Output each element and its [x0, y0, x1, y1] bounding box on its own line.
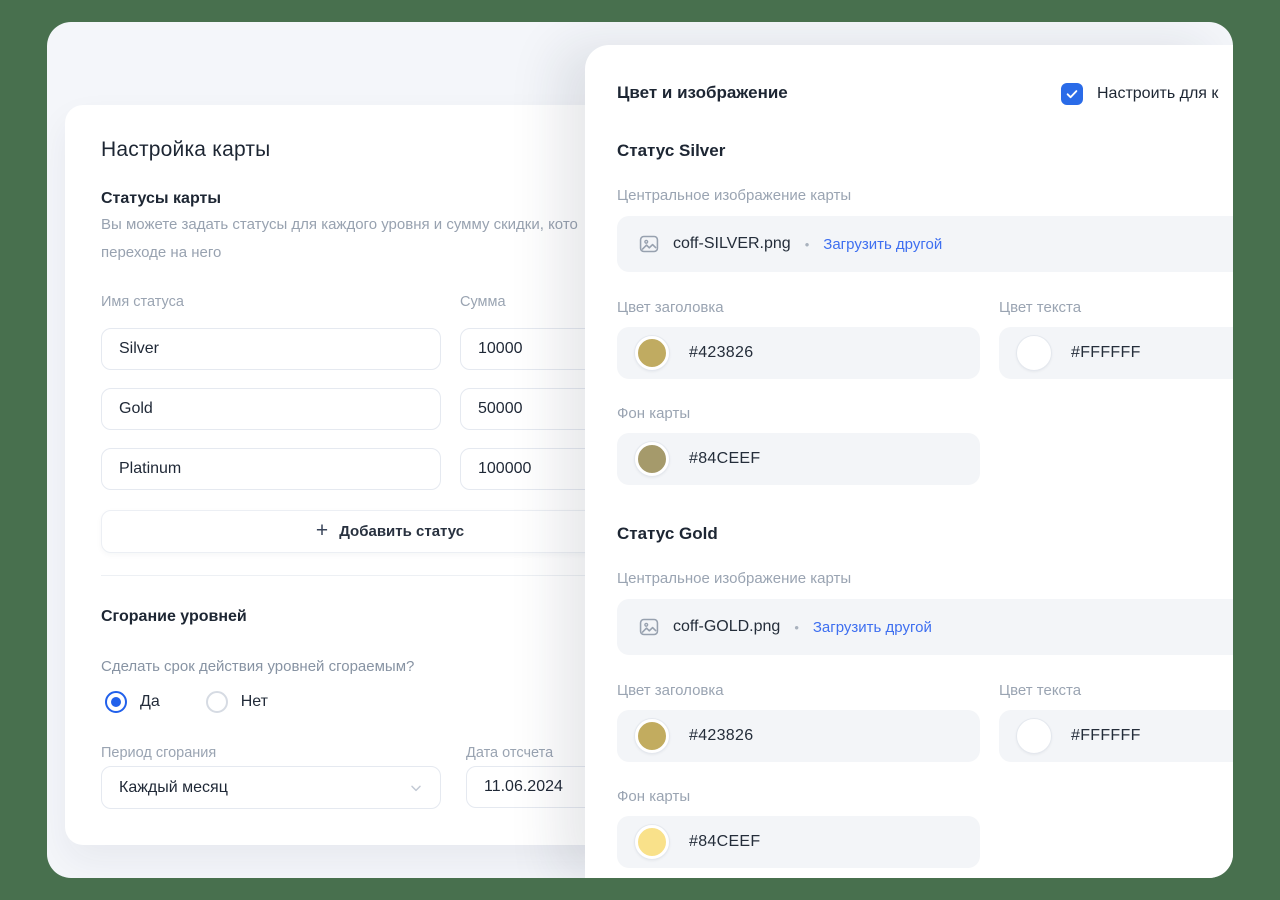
- date-label: Дата отсчета: [466, 745, 554, 761]
- section-heading-level-burning: Сгорание уровней: [101, 608, 247, 625]
- column-label-status-name: Имя статуса: [101, 294, 184, 310]
- card-bg-color-label: Фон карты: [617, 405, 691, 422]
- burn-period-select[interactable]: Каждый месяц: [101, 766, 441, 809]
- app-window: Настройка карты Статусы карты Вы можете …: [47, 22, 1233, 878]
- color-hex-value: #423826: [689, 727, 754, 744]
- burning-radio-group: Да Нет: [105, 691, 268, 713]
- section-heading-card-statuses: Статусы карты: [101, 190, 221, 207]
- customize-checkbox-label: Настроить для к: [1097, 85, 1219, 102]
- customize-checkbox[interactable]: [1061, 83, 1083, 105]
- header-color-picker[interactable]: #423826: [617, 327, 980, 379]
- header-color-label: Цвет заголовка: [617, 299, 724, 316]
- burning-question: Сделать срок действия уровней сгораемым?: [101, 658, 415, 675]
- description-line-2: переходе на него: [101, 244, 222, 261]
- description-line-1: Вы можете задать статусы для каждого уро…: [101, 216, 578, 233]
- status-name-input-gold[interactable]: [101, 388, 441, 430]
- upload-another-link[interactable]: Загрузить другой: [823, 235, 943, 253]
- burn-period-value: Каждый месяц: [119, 778, 228, 796]
- card-bg-color-picker[interactable]: #84CEEF: [617, 816, 980, 868]
- header-color-picker[interactable]: #423826: [617, 710, 980, 762]
- dot-separator-icon: •: [804, 236, 810, 252]
- status-block-silver: Статус Silver Центральное изображение ка…: [585, 141, 1233, 491]
- color-swatch: [1017, 336, 1051, 370]
- color-hex-value: #84CEEF: [689, 450, 761, 467]
- color-hex-value: #84CEEF: [689, 833, 761, 850]
- image-icon: [639, 235, 659, 253]
- radio-no-label: Нет: [240, 693, 268, 710]
- section-description: Вы можете задать статусы для каждого уро…: [101, 211, 578, 267]
- radio-yes-label: Да: [140, 693, 160, 710]
- text-color-label: Цвет текста: [999, 299, 1082, 316]
- color-swatch: [635, 825, 669, 859]
- color-hex-value: #FFFFFF: [1071, 344, 1141, 361]
- plus-icon: +: [315, 519, 329, 542]
- uploaded-file-name: coff-GOLD.png: [673, 618, 781, 635]
- checkmark-icon: [1066, 90, 1078, 99]
- text-color-label: Цвет текста: [999, 682, 1082, 699]
- status-name-input-silver[interactable]: [101, 328, 441, 370]
- upload-another-link[interactable]: Загрузить другой: [812, 618, 932, 636]
- color-image-panel: Цвет и изображение Настроить для к Стату…: [585, 45, 1233, 878]
- color-swatch: [1017, 719, 1051, 753]
- radio-no[interactable]: [205, 691, 228, 713]
- color-swatch: [635, 442, 669, 476]
- image-icon: [639, 618, 659, 636]
- card-bg-color-picker[interactable]: #84CEEF: [617, 433, 980, 485]
- color-swatch: [635, 336, 669, 370]
- status-heading: Статус Gold: [617, 524, 718, 543]
- add-status-button[interactable]: + Добавить статус: [101, 510, 679, 553]
- color-hex-value: #423826: [689, 344, 754, 361]
- status-heading: Статус Silver: [617, 141, 726, 160]
- card-bg-color-label: Фон карты: [617, 788, 691, 805]
- central-image-label: Центральное изображение карты: [617, 570, 852, 587]
- uploaded-file-name: coff-SILVER.png: [673, 235, 791, 252]
- text-color-picker[interactable]: #FFFFFF: [999, 327, 1233, 379]
- period-label: Период сгорания: [101, 745, 217, 761]
- section-divider: [101, 575, 701, 576]
- page-title: Настройка карты: [101, 138, 271, 161]
- add-status-label: Добавить статус: [339, 523, 465, 540]
- column-label-sum: Сумма: [460, 294, 506, 310]
- color-hex-value: #FFFFFF: [1071, 727, 1141, 744]
- chevron-down-icon: [408, 780, 424, 796]
- text-color-picker[interactable]: #FFFFFF: [999, 710, 1233, 762]
- status-block-gold: Статус Gold Центральное изображение карт…: [585, 524, 1233, 874]
- image-upload-field: coff-SILVER.png • Загрузить другой: [617, 216, 1233, 272]
- panel-title: Цвет и изображение: [617, 83, 788, 102]
- image-upload-field: coff-GOLD.png • Загрузить другой: [617, 599, 1233, 655]
- color-swatch: [635, 719, 669, 753]
- radio-yes[interactable]: [105, 691, 127, 713]
- status-name-input-platinum[interactable]: [101, 448, 441, 490]
- dot-separator-icon: •: [794, 619, 799, 635]
- central-image-label: Центральное изображение карты: [617, 187, 852, 204]
- header-color-label: Цвет заголовка: [617, 682, 724, 699]
